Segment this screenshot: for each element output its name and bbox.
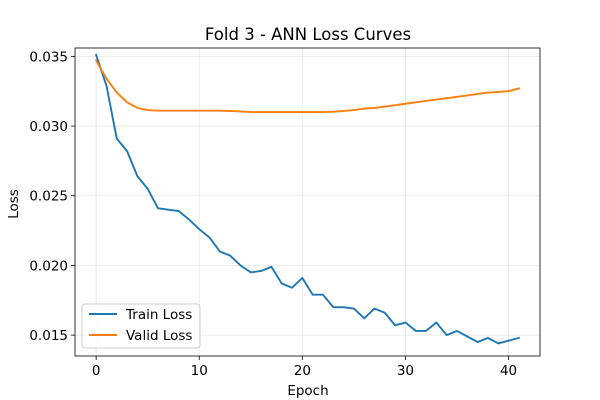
legend: Train Loss Valid Loss	[81, 303, 201, 349]
y-tick-label: 0.020	[29, 258, 68, 274]
x-axis-label: Epoch	[287, 383, 328, 399]
train-loss-legend-label: Train Loss	[125, 307, 192, 323]
y-axis: 0.015 0.020 0.025 0.030 0.035	[29, 49, 75, 344]
y-axis-label: Loss	[6, 189, 22, 219]
y-tick-label: 0.015	[29, 328, 68, 344]
x-tick-label: 0	[92, 363, 101, 379]
x-axis: 0 10 20 30 40	[92, 356, 517, 379]
series-layer	[94, 53, 521, 345]
x-tick-label: 10	[191, 363, 208, 379]
train-loss-line	[94, 53, 521, 345]
y-tick-label: 0.030	[29, 119, 68, 135]
valid-loss-legend-label: Valid Loss	[126, 328, 192, 344]
y-tick-label: 0.025	[29, 189, 68, 205]
legend-box	[81, 303, 201, 349]
x-tick-label: 20	[294, 363, 311, 379]
chart-title: Fold 3 - ANN Loss Curves	[205, 25, 411, 44]
y-tick-label: 0.035	[29, 49, 68, 65]
valid-loss-line	[94, 59, 521, 114]
plot-frame	[74, 47, 541, 357]
x-tick-label: 30	[397, 363, 414, 379]
x-tick-label: 40	[500, 363, 517, 379]
